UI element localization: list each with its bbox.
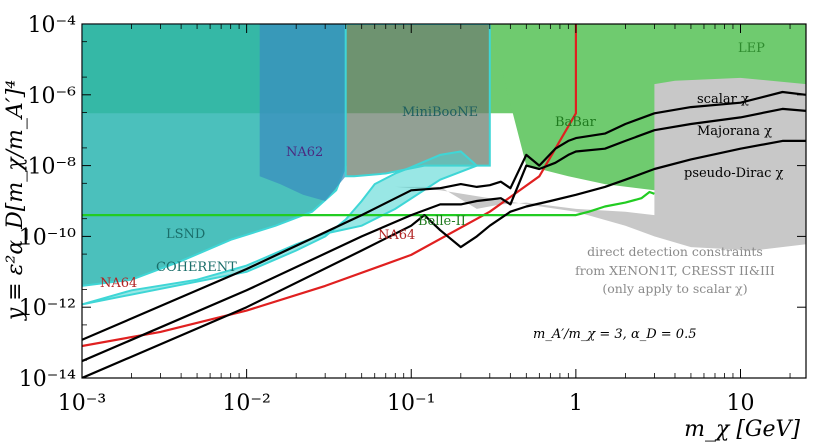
miniboone-label: MiniBooNE xyxy=(402,105,478,120)
plot-frame xyxy=(81,23,807,379)
na64-left-label: NA64 xyxy=(100,276,137,291)
x-tick-label: 10 xyxy=(726,391,754,416)
scalar-label: scalar χ xyxy=(697,92,749,107)
babar-label: BaBar xyxy=(555,115,597,130)
belle-label: Belle-II xyxy=(418,214,466,229)
y-tick-label: 10⁻¹² xyxy=(19,296,76,321)
pseudo-dirac-label: pseudo-Dirac χ xyxy=(684,166,784,181)
parameters-label: m_A′/m_χ = 3, α_D = 0.5 xyxy=(533,327,696,342)
line-na64 xyxy=(82,24,577,348)
line-majorana- xyxy=(82,107,806,363)
y-axis-title: y ≡ ε²α_D[m_χ/m_A′]⁴ xyxy=(3,80,28,321)
y-tick-label: 10⁻¹⁴ xyxy=(19,367,76,392)
line-scalar- xyxy=(82,90,806,341)
coherent-label: COHERENT xyxy=(156,260,237,275)
axis-ticks: 10⁻³ 10⁻² 10⁻¹ 1 10 10⁻¹⁴ 10⁻¹² 10⁻¹⁰ 10⁻⁸ 10⁻⁶ 10… xyxy=(19,13,806,416)
y-tick-label: 10⁻⁶ xyxy=(28,84,77,109)
exclusion-regions xyxy=(82,24,806,306)
y-tick-label: 10⁻⁴ xyxy=(28,13,77,38)
x-tick-label: 10⁻¹ xyxy=(387,391,435,416)
x-tick-label: 1 xyxy=(569,391,583,416)
lep-label: LEP xyxy=(738,41,765,56)
x-tick-label: 10⁻³ xyxy=(58,391,106,416)
na62-label: NA62 xyxy=(286,145,323,160)
direct-detection-note-line1: direct detection constraints xyxy=(587,244,763,259)
x-axis-title: m_χ [GeV] xyxy=(684,417,800,442)
x-tick-label: 10⁻² xyxy=(222,391,270,416)
constraint-lines xyxy=(82,24,806,378)
line-pseudo-dirac- xyxy=(82,139,806,378)
lsnd-label: LSND xyxy=(166,227,205,242)
region-coherent xyxy=(82,150,479,306)
y-tick-label: 10⁻¹⁰ xyxy=(19,225,76,250)
direct-detection-note-line2: from XENON1T, CRESST II&III xyxy=(575,263,775,278)
na64-center-label: NA64 xyxy=(378,228,415,243)
region-na62 xyxy=(259,24,346,201)
region-babar xyxy=(82,24,806,191)
direct-detection-note-line3: (only apply to scalar χ) xyxy=(602,281,747,296)
region-direct-detection-constraints xyxy=(395,77,806,251)
y-tick-label: 10⁻⁸ xyxy=(28,155,77,180)
majorana-label: Majorana χ xyxy=(697,124,772,139)
region-miniboone xyxy=(344,24,491,178)
line-belle-ii xyxy=(82,190,655,217)
